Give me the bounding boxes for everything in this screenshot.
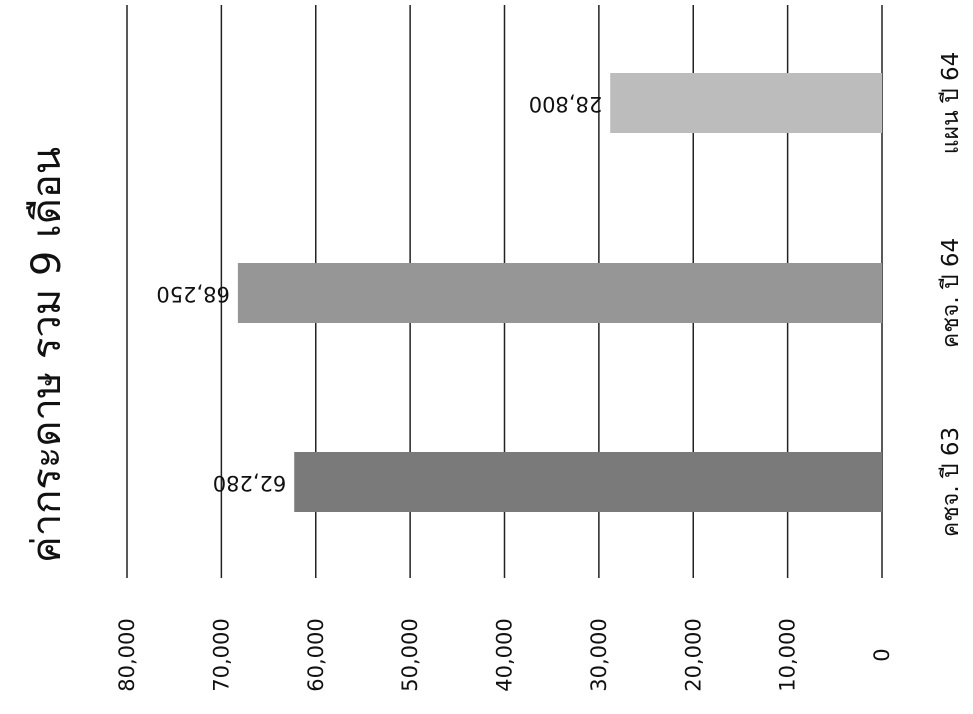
category-label: คชจ. ปี 64 [938, 238, 964, 348]
category-label: แผน ปี 64 [938, 52, 964, 155]
value-tick-label: 10,000 [776, 618, 800, 691]
value-tick-label: 50,000 [398, 618, 422, 691]
data-labels: 62,280 68,250 28,800 [156, 92, 602, 495]
bars [237, 73, 882, 512]
data-label: 62,280 [213, 471, 286, 495]
category-axis-labels: คชจ. ปี 63 คชจ. ปี 64 แผน ปี 64 [938, 52, 964, 537]
value-axis-ticks: 0 10,000 20,000 30,000 40,000 50,000 60,000 70,… [115, 618, 894, 691]
bar [237, 263, 882, 323]
value-tick-label: 70,000 [209, 618, 233, 691]
data-label: 68,250 [156, 282, 229, 306]
value-tick-label: 0 [870, 648, 894, 661]
value-tick-label: 60,000 [304, 618, 328, 691]
chart-title: ค่ากระดาษ รวม 9 เดือน [24, 147, 70, 563]
value-tick-label: 20,000 [681, 618, 705, 691]
bar [294, 452, 882, 512]
data-label: 28,800 [529, 92, 602, 116]
value-tick-label: 40,000 [493, 618, 517, 691]
bar [610, 73, 882, 133]
value-tick-label: 30,000 [587, 618, 611, 691]
value-tick-label: 80,000 [115, 618, 139, 691]
category-label: คชจ. ปี 63 [938, 427, 964, 537]
